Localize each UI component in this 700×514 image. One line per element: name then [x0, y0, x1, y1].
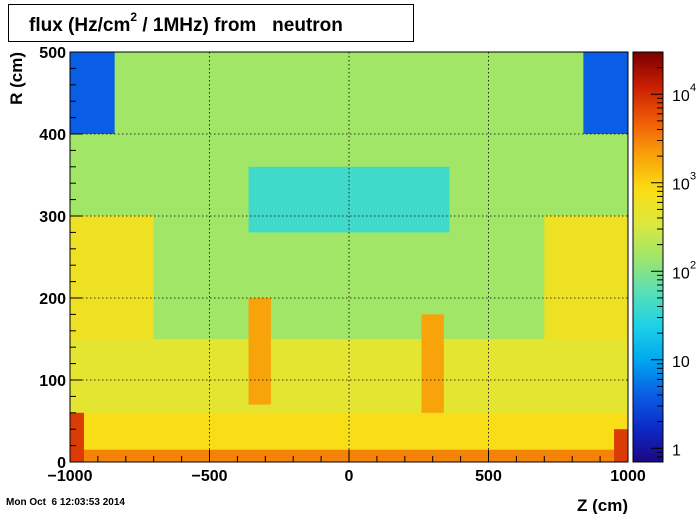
colorbar-tick-exponent: 4: [690, 82, 696, 94]
colorbar-tick-label: 1: [672, 442, 681, 459]
x-tick-label: 0: [345, 468, 354, 485]
colorbar-tick-label: 10: [672, 88, 690, 105]
y-tick-label: 100: [39, 373, 66, 390]
plot-title: flux (Hz/cm2 / 1MHz) from neutron: [29, 10, 343, 37]
x-axis-label: Z (cm): [577, 496, 628, 514]
y-tick-label: 0: [57, 455, 66, 472]
heatmap-region-6: [248, 298, 271, 405]
x-tick-label: 1000: [610, 468, 646, 485]
title-main: flux (Hz/cm: [29, 15, 131, 36]
heatmap-region-12: [614, 429, 628, 462]
x-tick-label: −1000: [48, 468, 93, 485]
title-box: flux (Hz/cm2 / 1MHz) from neutron: [8, 4, 414, 42]
heatmap-region-10: [583, 52, 628, 134]
y-tick-label: 400: [39, 127, 66, 144]
x-tick-label: −500: [191, 468, 227, 485]
y-tick-label: 500: [39, 45, 66, 62]
colorbar-tick-label: 10: [672, 177, 690, 194]
colorbar-tick-exponent: 3: [690, 171, 696, 183]
title-superscript: 2: [130, 10, 138, 24]
heatmap-region-9: [70, 52, 115, 134]
y-axis-label: R (cm): [7, 52, 26, 105]
timestamp: Mon Oct 6 12:03:53 2014: [6, 497, 125, 508]
x-tick-label: 500: [475, 468, 502, 485]
heatmap-region-11: [70, 412, 84, 462]
colorbar-tick-label: 10: [672, 354, 690, 371]
heatmap-region-7: [421, 314, 444, 413]
colorbar-tick-label: 10: [672, 265, 690, 282]
colorbar-tick-exponent: 2: [690, 259, 696, 271]
title-rest: / 1MHz) from neutron: [137, 15, 343, 36]
y-tick-label: 300: [39, 209, 66, 226]
y-tick-label: 200: [39, 291, 66, 308]
colorbar: [632, 51, 664, 463]
